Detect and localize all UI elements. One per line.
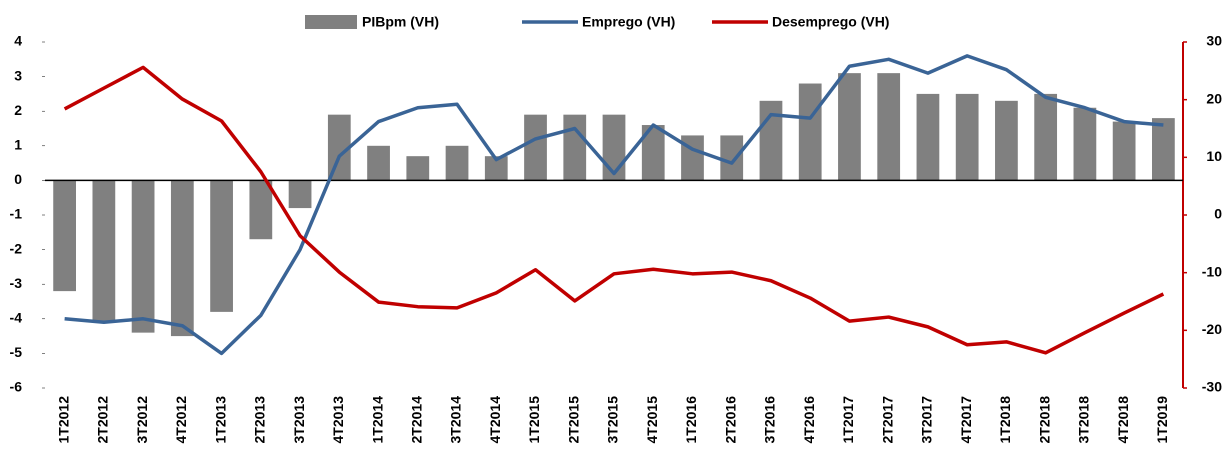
x-tick-label: 1T2012	[55, 396, 71, 444]
x-tick-label: 2T2015	[565, 396, 581, 444]
x-tick-label: 1T2016	[683, 396, 699, 444]
x-tick-label: 2T2017	[879, 396, 895, 444]
bar	[1112, 121, 1136, 181]
legend-label: Desemprego (VH)	[772, 14, 889, 30]
x-tick-label: 3T2013	[291, 396, 307, 444]
y2-tick-label: 30	[1206, 33, 1222, 49]
x-tick-label: 1T2014	[369, 396, 385, 444]
y2-tick-label: 20	[1206, 90, 1222, 106]
bar	[759, 100, 783, 181]
y-tick-label: 4	[14, 33, 22, 49]
x-tick-label: 4T2015	[644, 396, 660, 444]
bar	[327, 114, 351, 181]
legend-swatch	[305, 15, 357, 29]
x-tick-label: 3T2017	[919, 396, 935, 444]
bar	[249, 180, 273, 240]
bar	[131, 180, 155, 333]
y-tick-label: -6	[10, 379, 23, 395]
y-tick-label: 2	[14, 102, 22, 118]
line-series	[64, 54, 1164, 356]
bar	[53, 180, 77, 292]
bar	[916, 93, 940, 181]
bar	[955, 93, 979, 181]
bar	[838, 73, 861, 181]
x-tick-label: 2T2014	[408, 396, 424, 444]
y2-tick-label: -30	[1202, 379, 1222, 395]
bar	[877, 73, 901, 181]
x-tick-label: 1T2018	[997, 396, 1013, 444]
y2-tick-label: 10	[1206, 148, 1222, 164]
y-tick-label: 0	[14, 171, 22, 187]
bar	[641, 125, 665, 181]
x-tick-label: 1T2015	[526, 396, 542, 444]
x-tick-label: 3T2018	[1076, 396, 1092, 444]
bar	[1034, 93, 1058, 181]
x-tick-label: 2T2018	[1036, 396, 1052, 444]
x-tick-label: 3T2016	[762, 396, 778, 444]
bar	[681, 135, 704, 181]
bar	[798, 83, 822, 181]
bar	[445, 145, 469, 181]
x-tick-label: 3T2015	[605, 396, 621, 444]
y-tick-label: 1	[14, 137, 22, 153]
x-tick-label: 4T2018	[1115, 396, 1131, 444]
y-tick-label: 3	[14, 67, 22, 83]
x-tick-label: 1T2017	[840, 396, 856, 444]
x-tick-label: 4T2013	[330, 396, 346, 444]
bar	[1151, 118, 1175, 181]
bar	[995, 100, 1018, 181]
y-tick-label: -5	[10, 344, 23, 360]
bar	[602, 114, 626, 181]
legend-label: Emprego (VH)	[582, 14, 675, 30]
bar	[524, 114, 547, 181]
x-tick-label: 4T2014	[487, 396, 503, 444]
y-tick-label: -2	[10, 240, 23, 256]
bar	[484, 156, 508, 181]
x-tick-label: 4T2017	[958, 396, 974, 444]
bar	[92, 180, 116, 323]
bar	[563, 114, 587, 181]
x-tick-label: 4T2012	[173, 396, 189, 444]
legend-label: PIBpm (VH)	[362, 14, 439, 30]
bar	[170, 180, 194, 337]
y2-tick-label: 0	[1214, 206, 1222, 222]
bar	[210, 180, 233, 312]
bar	[720, 135, 744, 181]
line-series	[63, 65, 1165, 355]
y-tick-label: -1	[10, 206, 23, 222]
x-tick-label: 1T2019	[1154, 396, 1170, 444]
x-tick-label: 2T2012	[95, 396, 111, 444]
y2-tick-label: -20	[1202, 321, 1222, 337]
x-tick-label: 4T2016	[801, 396, 817, 444]
bar	[288, 180, 312, 209]
bar	[406, 156, 430, 181]
y-tick-label: -4	[10, 310, 23, 326]
x-tick-label: 3T2012	[134, 396, 150, 444]
y-tick-label: -3	[10, 275, 23, 291]
bar	[367, 145, 390, 181]
y2-tick-label: -10	[1202, 263, 1222, 279]
x-tick-label: 2T2016	[722, 396, 738, 444]
x-tick-label: 2T2013	[252, 396, 268, 444]
bar	[1073, 107, 1097, 181]
x-tick-label: 1T2013	[212, 396, 228, 444]
x-tick-label: 3T2014	[448, 396, 464, 444]
